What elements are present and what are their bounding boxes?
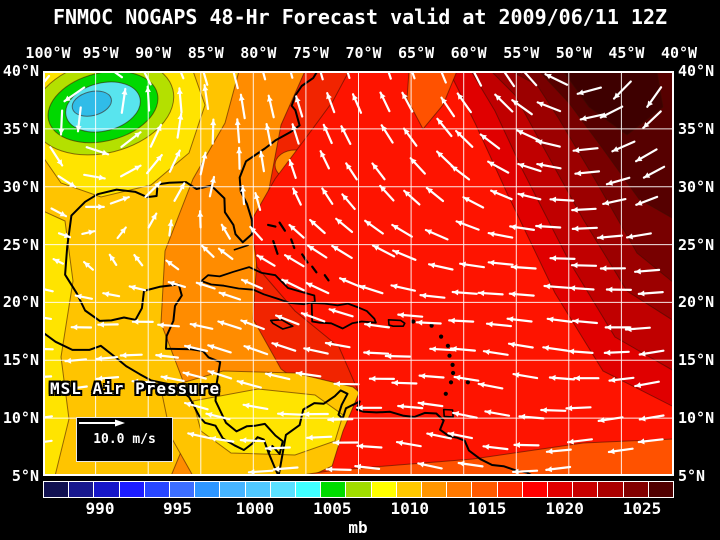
colorbar-tick-label: 1010 xyxy=(390,499,429,518)
lat-tick-label: 10°N xyxy=(678,409,715,428)
lat-tick-label: 35°N xyxy=(2,119,39,138)
wind-scale-label: 10.0 m/s xyxy=(93,432,156,447)
lon-tick-label: 90°W xyxy=(135,44,172,62)
lat-tick-label: 30°N xyxy=(678,177,715,196)
lon-tick-label: 50°W xyxy=(555,44,592,62)
wind-scale-arrow-icon xyxy=(79,419,125,427)
colorbar-segment xyxy=(119,482,145,497)
colorbar-segment xyxy=(497,482,523,497)
colorbar-segment xyxy=(522,482,549,497)
lat-tick-label: 25°N xyxy=(678,235,715,254)
lon-tick-label: 55°W xyxy=(503,44,540,62)
lat-tick-label: 15°N xyxy=(2,351,39,370)
lat-tick-label: 5°N xyxy=(678,467,706,485)
colorbar-tick-label: 990 xyxy=(85,499,115,518)
colorbar-tick-label: 1025 xyxy=(622,499,662,518)
lon-tick-label: 70°W xyxy=(345,44,382,62)
lon-tick-label: 80°W xyxy=(240,44,277,62)
colorbar-segment xyxy=(69,482,95,497)
colorbar-segment xyxy=(573,482,599,497)
colorbar-tick-label: 1020 xyxy=(545,499,584,518)
lon-tick-label: 95°W xyxy=(82,44,119,62)
colorbar xyxy=(43,481,674,498)
colorbar-segment xyxy=(321,482,347,497)
lat-tick-label: 30°N xyxy=(2,177,39,196)
colorbar-segment xyxy=(245,482,271,497)
lat-tick-label: 40°N xyxy=(2,62,39,80)
lat-tick-label: 25°N xyxy=(2,235,39,254)
lon-tick-label: 65°W xyxy=(398,44,435,62)
lon-tick-label: 100°W xyxy=(25,44,71,62)
field-label: MSL Air Pressure xyxy=(50,379,221,398)
colorbar-segment xyxy=(623,482,649,497)
colorbar-segment xyxy=(598,482,624,497)
lat-tick-label: 5°N xyxy=(11,467,39,485)
lon-tick-label: 60°W xyxy=(450,44,487,62)
lat-tick-label: 35°N xyxy=(678,119,715,138)
colorbar-segment xyxy=(346,482,372,497)
colorbar-tick-label: 995 xyxy=(162,499,192,518)
lat-tick-label: 40°N xyxy=(678,62,715,80)
colorbar-tick-label: 1015 xyxy=(467,499,507,518)
lat-tick-label: 15°N xyxy=(678,351,715,370)
colorbar-segment xyxy=(94,482,120,497)
lon-tick-label: 40°W xyxy=(660,44,698,62)
colorbar-segment xyxy=(296,482,322,497)
lon-tick-label: 75°W xyxy=(292,44,329,62)
colorbar-segment xyxy=(548,482,574,497)
colorbar-segment xyxy=(220,482,246,497)
colorbar-segment xyxy=(195,482,221,497)
colorbar-segment xyxy=(447,482,473,497)
lat-tick-label: 20°N xyxy=(2,293,39,312)
colorbar-segment xyxy=(144,482,171,497)
lat-tick-label: 10°N xyxy=(2,409,39,428)
colorbar-segment xyxy=(648,482,674,497)
map-area: MSL Air Pressure 10.0 m/s xyxy=(43,71,674,476)
colorbar-segment xyxy=(422,482,448,497)
lon-tick-label: 85°W xyxy=(187,44,224,62)
colorbar-segment xyxy=(270,482,297,497)
colorbar-tick-label: 1005 xyxy=(313,499,352,518)
colorbar-segment xyxy=(472,482,498,497)
colorbar-tick-label: 1000 xyxy=(235,499,275,518)
lat-tick-label: 20°N xyxy=(678,293,715,312)
colorbar-segment xyxy=(170,482,196,497)
colorbar-segment xyxy=(371,482,397,497)
chart-title: FNMOC NOGAPS 48-Hr Forecast valid at 200… xyxy=(52,5,668,29)
colorbar-segment xyxy=(44,482,70,497)
lon-tick-label: 45°W xyxy=(608,44,645,62)
colorbar-segment xyxy=(396,482,423,497)
wind-scale-legend: 10.0 m/s xyxy=(76,417,173,462)
colorbar-units-label: mb xyxy=(348,518,368,537)
